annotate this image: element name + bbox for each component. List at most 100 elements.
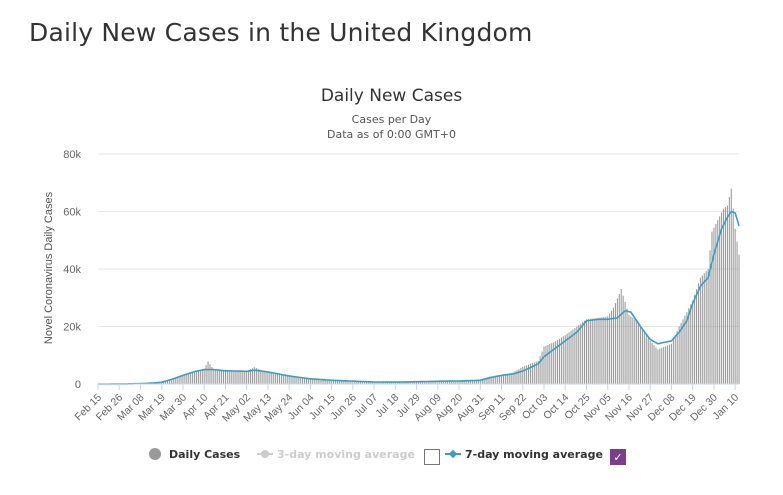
daily-cases-bar[interactable] [273, 373, 275, 384]
daily-cases-bar[interactable] [574, 327, 576, 384]
daily-cases-bar[interactable] [290, 376, 292, 384]
daily-cases-bar[interactable] [528, 364, 530, 384]
daily-cases-bar[interactable] [638, 323, 640, 384]
daily-cases-bar[interactable] [286, 375, 288, 384]
daily-cases-bar[interactable] [269, 372, 271, 384]
daily-cases-bar[interactable] [201, 369, 203, 384]
daily-cases-bar[interactable] [529, 363, 532, 384]
daily-cases-bar[interactable] [580, 323, 582, 384]
daily-cases-bar[interactable] [508, 373, 510, 384]
daily-cases-bar[interactable] [518, 369, 520, 384]
daily-cases-bar[interactable] [329, 379, 331, 384]
daily-cases-bar[interactable] [176, 377, 178, 384]
daily-cases-bar[interactable] [452, 380, 454, 384]
daily-cases-bar[interactable] [394, 381, 396, 384]
daily-cases-bar[interactable] [282, 375, 284, 384]
daily-cases-bar[interactable] [468, 380, 470, 384]
daily-cases-bar[interactable] [531, 363, 533, 384]
daily-cases-bar[interactable] [483, 378, 485, 384]
daily-cases-bar[interactable] [562, 336, 564, 384]
daily-cases-bar[interactable] [539, 356, 541, 384]
daily-cases-bar[interactable] [323, 379, 325, 384]
daily-cases-bar[interactable] [222, 370, 225, 384]
daily-cases-bar[interactable] [172, 378, 174, 384]
daily-cases-bar[interactable] [446, 380, 448, 384]
daily-cases-bar[interactable] [688, 308, 690, 384]
daily-cases-bar[interactable] [271, 373, 273, 384]
daily-cases-bar[interactable] [163, 381, 165, 384]
daily-cases-bar[interactable] [736, 241, 738, 384]
daily-cases-bar[interactable] [593, 318, 595, 384]
daily-cases-bar[interactable] [275, 374, 277, 384]
daily-cases-bar[interactable] [711, 231, 713, 384]
daily-cases-bar[interactable] [365, 381, 367, 384]
daily-cases-bar[interactable] [485, 377, 487, 384]
daily-cases-bar[interactable] [396, 381, 398, 384]
daily-cases-bar[interactable] [423, 381, 425, 384]
daily-cases-bar[interactable] [180, 375, 182, 384]
daily-cases-bar[interactable] [502, 374, 504, 384]
daily-cases-bar[interactable] [555, 341, 557, 384]
daily-cases-bar[interactable] [686, 312, 688, 384]
daily-cases-bar[interactable] [537, 361, 539, 384]
daily-cases-bar[interactable] [377, 381, 379, 384]
daily-cases-bar[interactable] [603, 317, 605, 384]
daily-cases-bar[interactable] [230, 370, 232, 384]
daily-cases-bar[interactable] [495, 375, 497, 384]
daily-cases-bar[interactable] [591, 318, 593, 384]
daily-cases-bar[interactable] [199, 369, 201, 384]
daily-cases-bar[interactable] [692, 300, 694, 384]
daily-cases-bar[interactable] [464, 380, 466, 384]
daily-cases-bar[interactable] [504, 374, 506, 384]
daily-cases-bar[interactable] [665, 346, 667, 384]
daily-cases-bar[interactable] [676, 330, 678, 384]
daily-cases-bar[interactable] [636, 320, 638, 384]
daily-cases-bar[interactable] [381, 381, 383, 384]
daily-cases-bar[interactable] [661, 347, 663, 384]
daily-cases-bar[interactable] [336, 380, 338, 384]
daily-cases-bar[interactable] [651, 343, 653, 384]
daily-cases-bar[interactable] [379, 381, 381, 384]
daily-cases-bar[interactable] [572, 329, 574, 384]
daily-cases-bar[interactable] [294, 376, 296, 384]
daily-cases-bar[interactable] [284, 375, 286, 384]
daily-cases-bar[interactable] [460, 380, 462, 384]
daily-cases-bar[interactable] [564, 335, 566, 384]
daily-cases-bar[interactable] [433, 381, 435, 384]
daily-cases-bar[interactable] [595, 318, 597, 384]
daily-cases-bar[interactable] [458, 380, 460, 384]
daily-cases-bar[interactable] [605, 316, 607, 384]
daily-cases-bar[interactable] [371, 381, 373, 384]
daily-cases-bar[interactable] [499, 375, 501, 384]
daily-cases-bar[interactable] [734, 228, 736, 384]
daily-cases-bar[interactable] [470, 380, 472, 384]
daily-cases-bar[interactable] [545, 345, 547, 384]
daily-cases-bar[interactable] [369, 381, 371, 384]
daily-cases-bar[interactable] [724, 207, 727, 384]
daily-cases-bar[interactable] [170, 378, 172, 384]
legend-daily-cases[interactable]: Daily Cases [149, 444, 240, 464]
daily-cases-bar[interactable] [682, 319, 684, 384]
daily-cases-bar[interactable] [481, 379, 483, 384]
daily-cases-bar[interactable] [624, 302, 626, 384]
daily-cases-bar[interactable] [597, 317, 599, 384]
daily-cases-bar[interactable] [186, 373, 188, 384]
daily-cases-bar[interactable] [363, 381, 365, 384]
daily-cases-bar[interactable] [219, 370, 221, 384]
daily-cases-bar[interactable] [614, 303, 616, 384]
daily-cases-bar[interactable] [634, 319, 636, 384]
daily-cases-bar[interactable] [584, 320, 586, 384]
daily-cases-bar[interactable] [350, 380, 352, 384]
daily-cases-bar[interactable] [448, 380, 450, 384]
daily-cases-bar[interactable] [514, 371, 516, 384]
daily-cases-bar[interactable] [506, 373, 508, 384]
daily-cases-bar[interactable] [512, 372, 514, 385]
daily-cases-bar[interactable] [721, 212, 723, 384]
daily-cases-bar[interactable] [207, 361, 209, 384]
daily-cases-bar[interactable] [182, 375, 184, 384]
daily-cases-bar[interactable] [547, 344, 549, 384]
daily-cases-bar[interactable] [632, 317, 634, 384]
daily-cases-bar[interactable] [653, 345, 655, 384]
daily-cases-bar[interactable] [620, 289, 622, 384]
daily-cases-bar[interactable] [257, 368, 259, 384]
